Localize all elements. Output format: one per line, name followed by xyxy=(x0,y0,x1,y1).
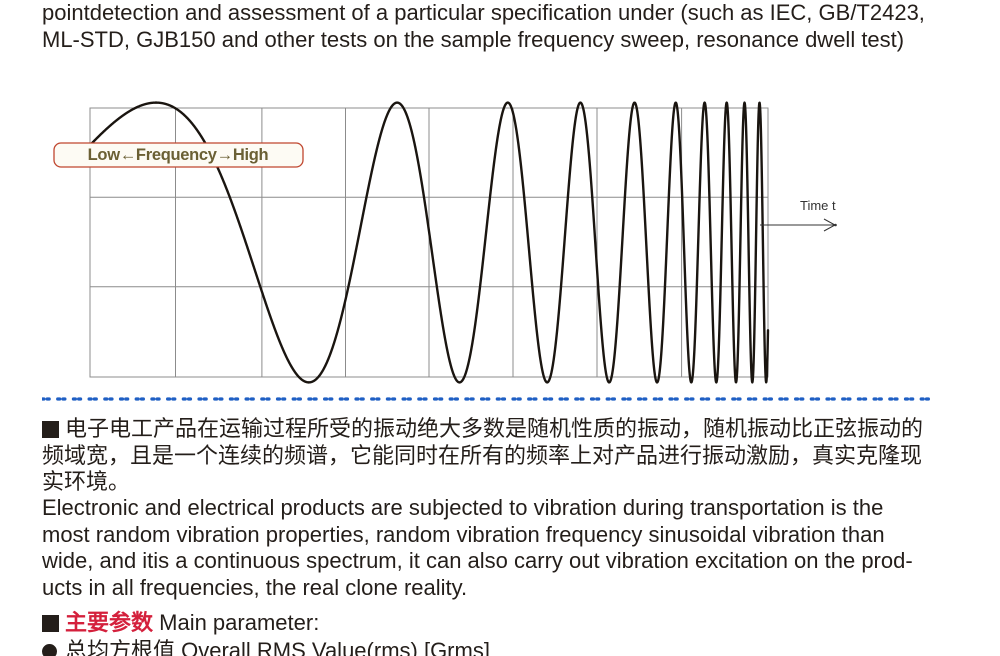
svg-text:Low←Frequency→High: Low←Frequency→High xyxy=(88,146,269,164)
svg-text:Time t: Time t xyxy=(800,198,836,213)
